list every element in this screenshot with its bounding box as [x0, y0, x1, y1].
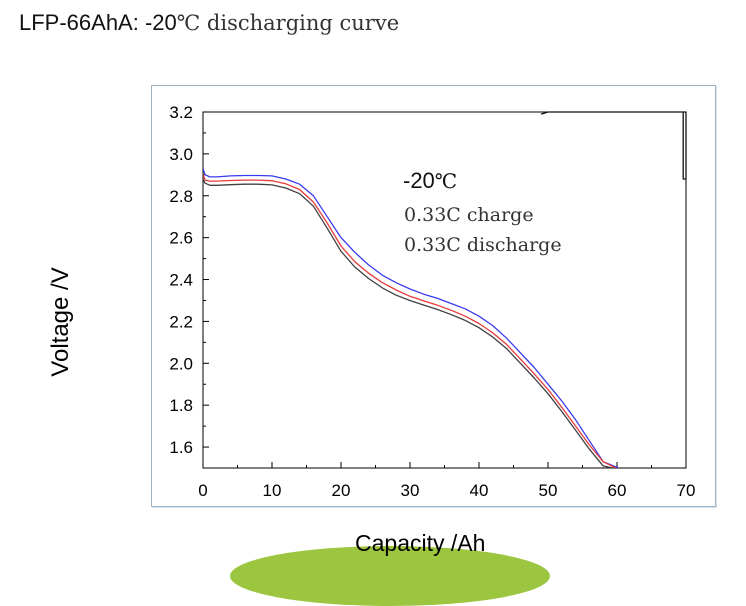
- y-tick-label: 1.8: [169, 396, 193, 415]
- annotation-discharge: 0.33C discharge: [404, 234, 562, 256]
- x-tick-label: 30: [401, 481, 420, 500]
- series-line-red: [203, 174, 616, 468]
- y-tick-label: 2.4: [169, 271, 193, 290]
- y-tick-label: 1.6: [169, 438, 193, 457]
- x-tick-label: 40: [470, 481, 489, 500]
- series-line-blue: [203, 168, 619, 468]
- annotation-temperature-value: -20: [403, 168, 435, 193]
- chart-title-prefix: LFP-66AhA: -20: [19, 10, 177, 35]
- y-tick-label: 2.0: [169, 354, 193, 373]
- y-tick-label: 2.8: [169, 187, 193, 206]
- x-tick-label: 0: [198, 481, 207, 500]
- chart-title: LFP-66AhA: -20℃ discharging curve: [19, 10, 399, 36]
- x-tick-label: 50: [539, 481, 558, 500]
- x-tick-label: 20: [332, 481, 351, 500]
- series-line-black: [203, 178, 613, 468]
- x-axis-label: Capacity /Ah: [355, 530, 486, 556]
- y-tick-label: 3.0: [169, 145, 193, 164]
- x-tick-label: 60: [608, 481, 627, 500]
- chart-title-suffix: ℃ discharging curve: [176, 11, 400, 35]
- annotation-temperature-unit: ℃: [434, 169, 458, 193]
- annotation-charge: 0.33C charge: [404, 204, 534, 226]
- annotation-temperature: -20℃: [403, 168, 457, 194]
- y-tick-label: 2.6: [169, 229, 193, 248]
- chart-plot: 0 10 20 30 40 50 60 70 1.6 1.8 2.0 2.2 2.4 2.6 2.8 3.0 3…: [169, 103, 696, 500]
- series-line-charge: [540, 111, 687, 180]
- x-tick-label: 10: [263, 481, 282, 500]
- y-tick-label: 2.2: [169, 312, 193, 331]
- x-tick-label: 70: [677, 481, 696, 500]
- plot-frame: [202, 111, 687, 469]
- y-axis-label: Voltage /V: [47, 267, 74, 377]
- chart-panel: [151, 85, 716, 507]
- y-tick-label: 3.2: [169, 103, 193, 122]
